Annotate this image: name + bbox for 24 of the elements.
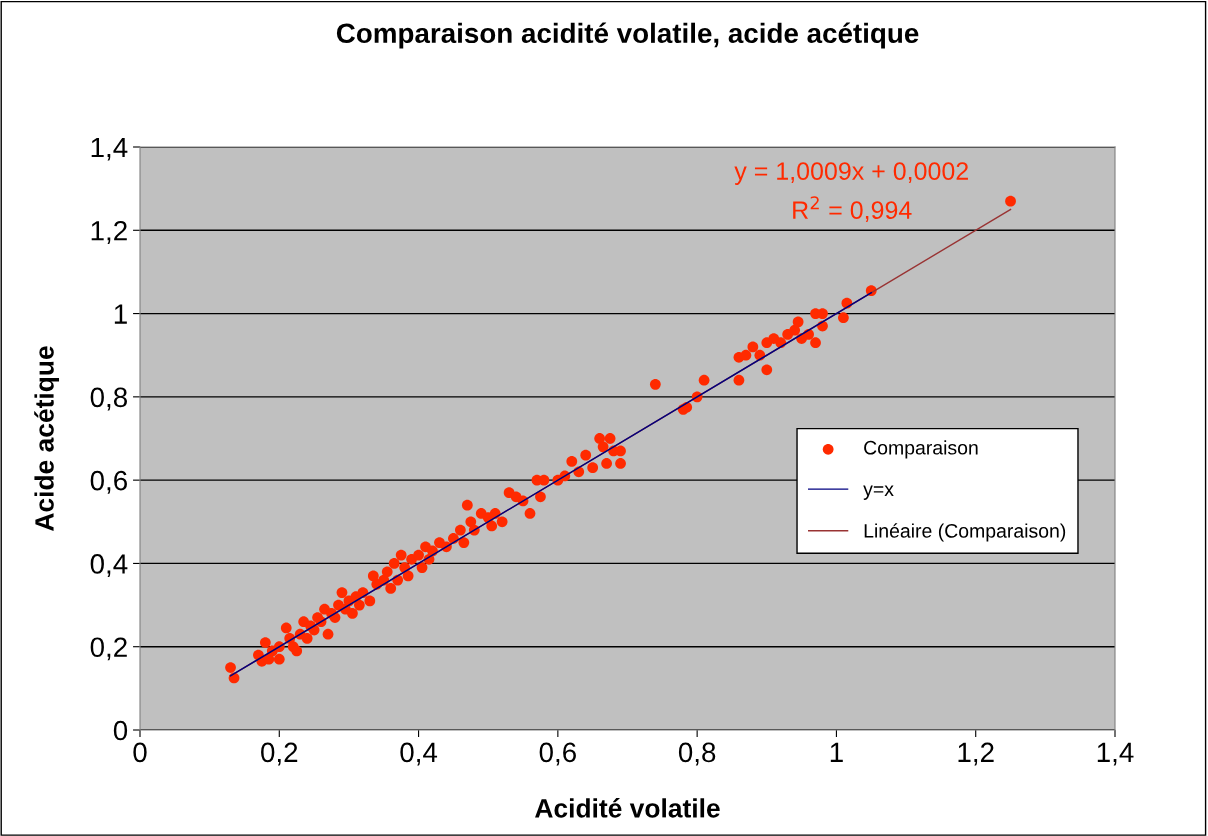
chart-title: Comparaison acidité volatile, acide acétique xyxy=(336,22,919,49)
annotation: y = 1,0009x + 0,0002 xyxy=(734,162,968,185)
annotation: R$^{2}$ = 0,994 xyxy=(793,196,912,222)
y-tick-label: 0 xyxy=(113,720,128,741)
y-tick-label: 0,8 xyxy=(90,387,127,411)
x-tick-label: 0,6 xyxy=(539,742,576,766)
legend-label: Comparaison xyxy=(864,440,978,459)
y-tick-label: 1 xyxy=(114,304,127,324)
x-axis-title: Acidité volatile xyxy=(535,798,720,818)
x-tick-label: 1,4 xyxy=(1097,742,1134,766)
x-tick-label: 0,2 xyxy=(261,742,298,766)
legend-label: Linéaire (Comparaison) xyxy=(864,523,1066,542)
y-tick-label: 0,6 xyxy=(90,470,127,494)
x-tick-label: 0,4 xyxy=(400,742,438,766)
y-axis-title: Acide acétique xyxy=(34,346,60,531)
x-tick-label: 0,8 xyxy=(678,742,716,766)
x-tick-label: 1,2 xyxy=(958,742,994,766)
y-tick-label: 0,4 xyxy=(90,554,128,578)
y-tick-label: 1,4 xyxy=(91,137,128,161)
y-tick-label: 1,2 xyxy=(91,220,127,244)
legend-label: y=x xyxy=(863,485,894,500)
y-tick-label: 0,2 xyxy=(90,637,127,661)
x-tick-label: 0 xyxy=(133,742,147,763)
x-tick-label: 1 xyxy=(830,742,843,762)
